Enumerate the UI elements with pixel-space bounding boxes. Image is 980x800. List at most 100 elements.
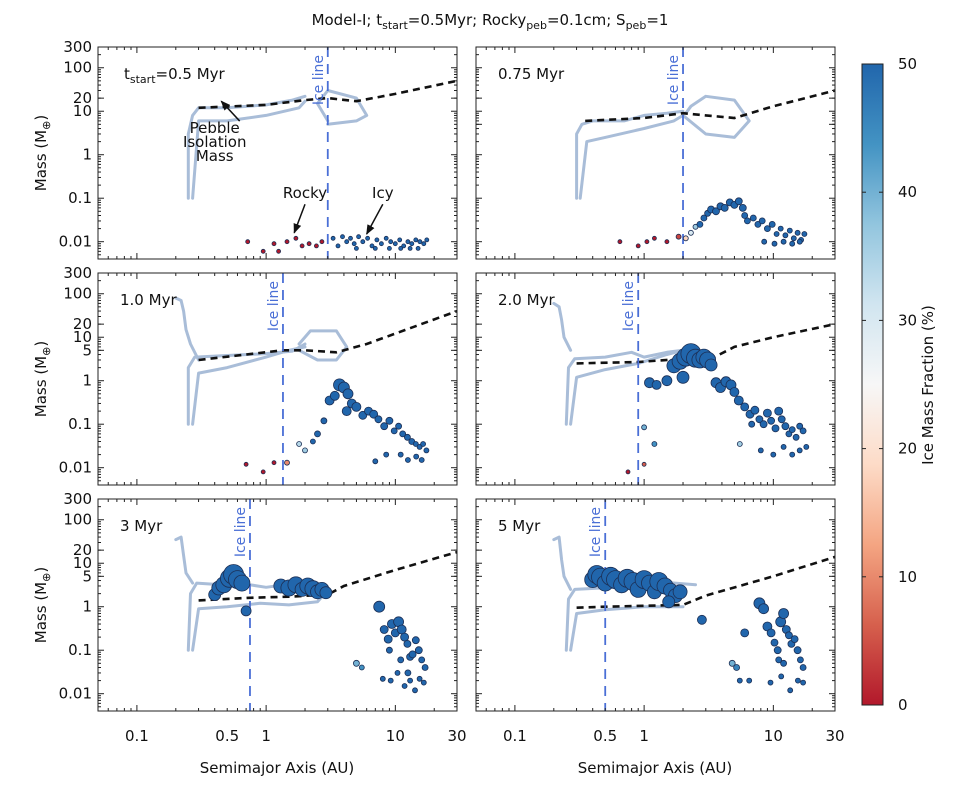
planet-marker (403, 640, 412, 648)
planet-marker (782, 232, 789, 239)
planet-marker (796, 447, 803, 454)
ice-line-label: Ice line (666, 55, 682, 105)
planet-marker (379, 675, 386, 682)
planet-marker (675, 233, 682, 240)
panel-frame (97, 272, 458, 486)
growth-track (569, 605, 685, 652)
planet-marker (740, 628, 750, 638)
planet-marker (320, 417, 328, 425)
panel-plot-area: Ice line (552, 499, 835, 711)
planet-marker (758, 217, 766, 225)
x-tick-label: 0.1 (503, 727, 527, 745)
planet-marker (421, 241, 427, 247)
pebble-isolation-mass-line (198, 309, 457, 362)
planet-marker (352, 659, 360, 667)
x-axis-title-left: Semimajor Axis (AU) (200, 759, 354, 777)
ice-line-label: Ice line (233, 507, 249, 557)
panel-frame (475, 46, 836, 260)
x-tick-label: 0.1 (125, 727, 149, 745)
planet-marker (388, 239, 394, 245)
growth-track (569, 348, 685, 426)
planet-marker (796, 238, 803, 245)
colorbar: 0 10 20 30 40 50 Ice Mass Fraction (%) (861, 55, 937, 714)
y-tick-label: 100 (63, 511, 92, 529)
ice-line-label: Ice line (266, 281, 282, 331)
planet-marker (740, 402, 750, 412)
planet-marker (651, 379, 662, 390)
planet-marker (766, 628, 776, 638)
planet-marker (395, 422, 403, 430)
planet-marker (768, 220, 776, 228)
x-tick-label: 30 (447, 727, 466, 745)
planet-marker (401, 243, 407, 249)
planet-marker (729, 387, 740, 397)
planet-marker (383, 634, 393, 644)
planet-marker (672, 584, 688, 600)
planet-marker (408, 650, 417, 659)
planet-marker (379, 625, 389, 634)
colorbar-label: Ice Mass Fraction (%) (919, 305, 937, 465)
planet-marker (734, 197, 743, 206)
planet-marker (348, 235, 353, 241)
y-tick-label: 0.1 (68, 641, 92, 659)
planet-marker (774, 406, 784, 416)
planet-marker (682, 235, 689, 242)
y-axis-title: Mass (M⊕) (32, 567, 53, 643)
planet-marker (385, 416, 394, 425)
planet-marker (696, 220, 704, 228)
planet-marker (781, 422, 790, 431)
planet-marker (767, 416, 775, 425)
panel-frame (475, 272, 836, 486)
planet-marker (411, 636, 420, 645)
planet-marker (754, 220, 762, 228)
planet-marker (314, 430, 321, 438)
planet-marker (340, 234, 345, 240)
planet-marker (790, 635, 799, 643)
y-tick-label: 20 (73, 89, 92, 107)
planet-marker (792, 433, 800, 441)
planet-marker (374, 415, 383, 424)
planet-marker (415, 245, 421, 251)
planet-marker (794, 229, 801, 236)
planet-marker (778, 673, 785, 680)
planet-marker (260, 469, 266, 475)
y-tick-label: 1 (82, 598, 92, 616)
y-tick-label: 10 (73, 328, 92, 346)
planet-marker (302, 447, 308, 454)
planet-marker (416, 675, 423, 682)
planet-marker (418, 457, 425, 463)
planet-marker (700, 214, 708, 222)
planet-marker (396, 624, 407, 635)
y-tick-label: 20 (73, 541, 92, 559)
panel-time-label: 3 Myr (120, 517, 163, 535)
planet-marker (755, 415, 764, 424)
planet-marker (661, 375, 673, 387)
planet-marker (688, 229, 694, 236)
planet-marker (728, 659, 736, 667)
planet-marker (392, 241, 398, 247)
planet-marker (374, 237, 380, 243)
planet-marker (351, 401, 362, 412)
planet-marker (777, 225, 784, 232)
planet-marker (341, 406, 352, 417)
planet-marker (271, 460, 277, 466)
planet-marker (757, 447, 764, 454)
panel-frame (97, 46, 458, 260)
planet-marker (409, 241, 415, 247)
colorbar-gradient (861, 63, 884, 706)
panel-plot-area: Ice line (186, 47, 457, 259)
planet-marker (369, 409, 379, 419)
growth-track (191, 588, 330, 652)
planet-marker (344, 239, 350, 245)
planet-marker (400, 632, 410, 642)
panel-time-label: 5 Myr (498, 517, 541, 535)
y-tick-label: 0.01 (59, 459, 92, 477)
planet-marker (413, 453, 420, 460)
panel-time-label: 1.0 Myr (120, 291, 177, 309)
planet-marker (412, 687, 418, 694)
planet-marker (412, 441, 419, 447)
planet-marker (360, 239, 366, 245)
planet-marker (787, 687, 794, 694)
planet-marker (385, 646, 393, 654)
